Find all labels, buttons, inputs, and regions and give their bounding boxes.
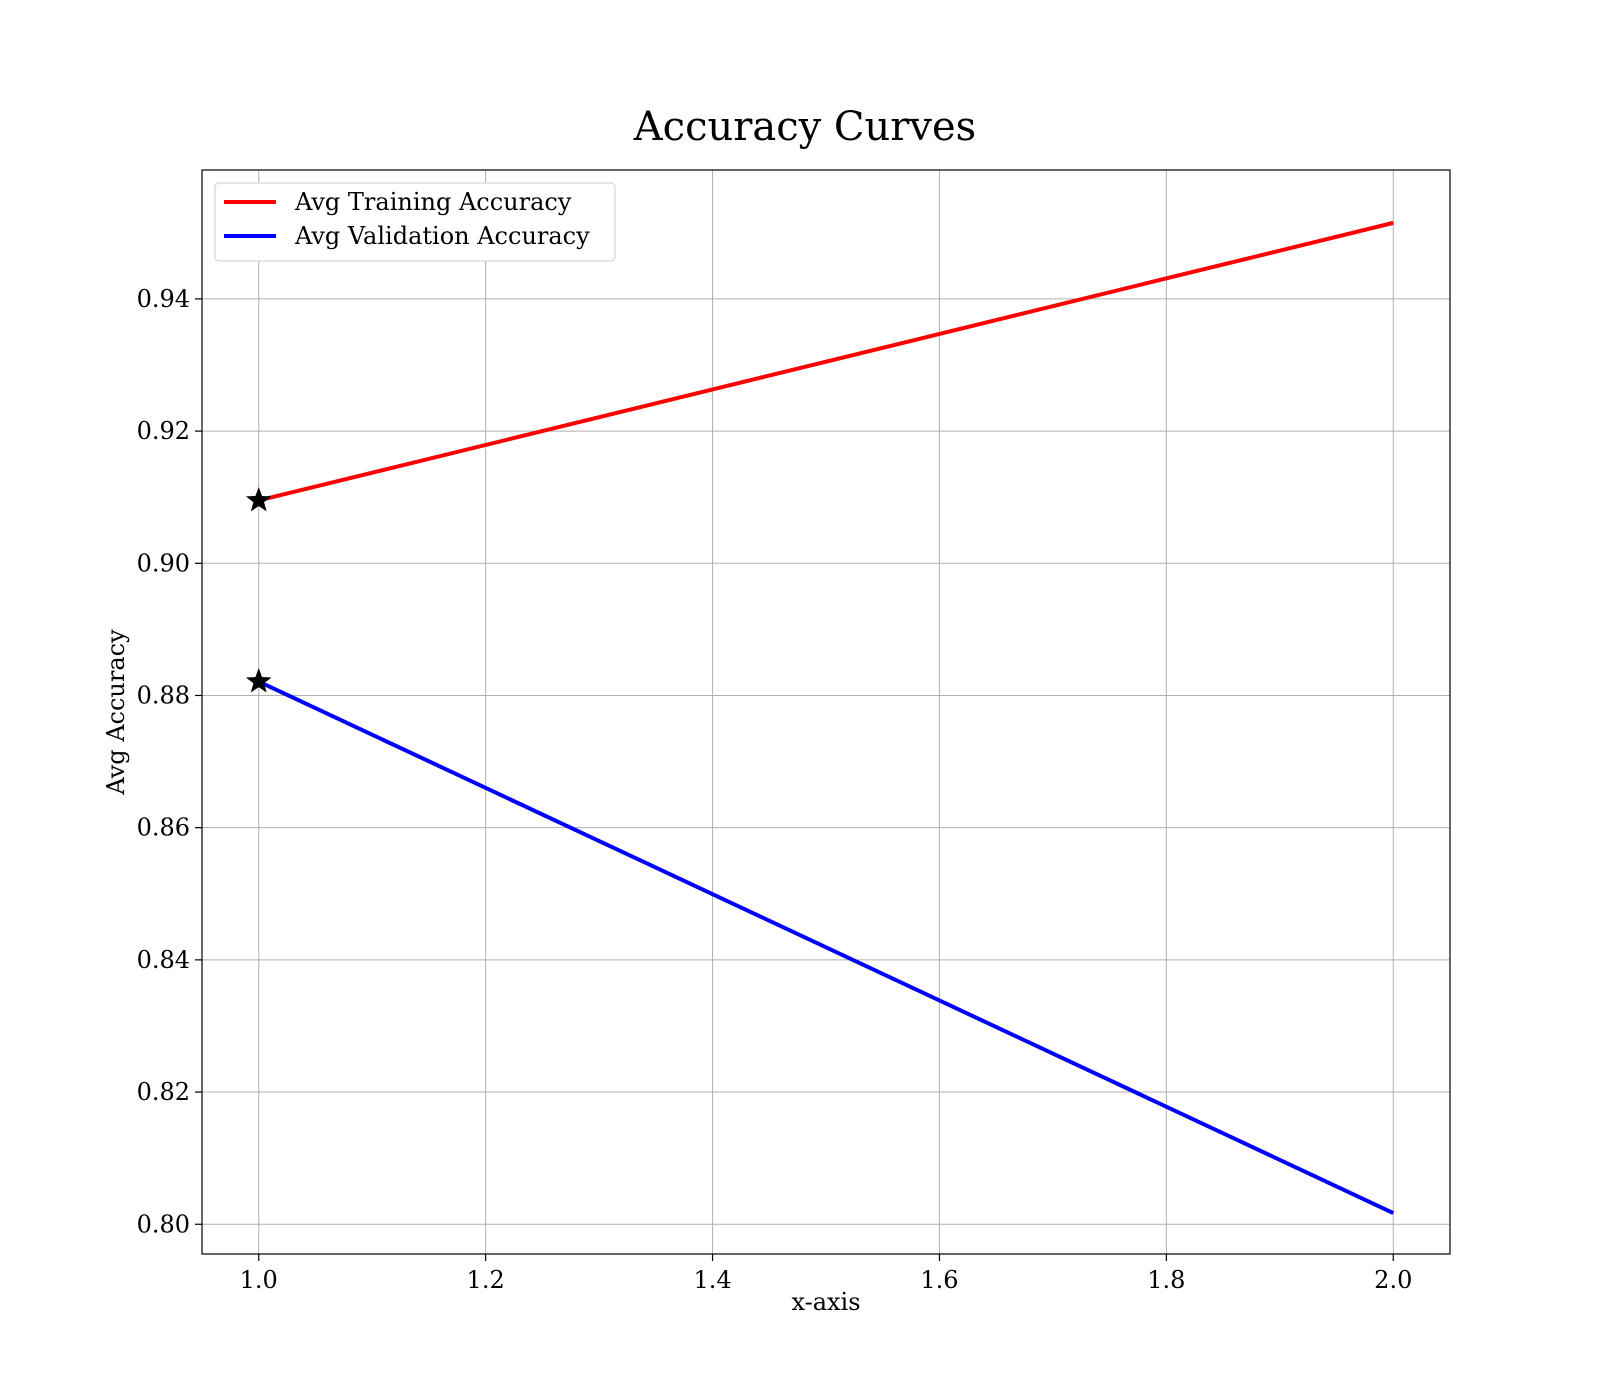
x-tick-label: 1.2 xyxy=(467,1266,505,1294)
x-tick-label: 1.8 xyxy=(1147,1266,1185,1294)
x-tick-label: 2.0 xyxy=(1374,1266,1412,1294)
series-line-2 xyxy=(257,679,1395,1215)
y-tick-label: 0.80 xyxy=(137,1210,190,1238)
y-tick-label: 0.84 xyxy=(137,946,190,974)
y-tick-label: 0.82 xyxy=(137,1078,190,1106)
y-tick-label: 0.86 xyxy=(137,814,190,842)
y-axis-ticks: 0.80 0.82 0.84 0.86 0.88 0.90 0.92 0.94 xyxy=(137,285,202,1238)
best-point-star-marker xyxy=(245,487,272,512)
y-tick-label: 0.94 xyxy=(137,285,190,313)
plot-area-frame xyxy=(201,169,1451,1255)
legend-box xyxy=(214,182,616,262)
grid xyxy=(202,170,1450,1254)
y-tick-label: 0.92 xyxy=(137,417,190,445)
marker-layer xyxy=(245,487,272,693)
x-tick-label: 1.0 xyxy=(240,1266,278,1294)
best-point-star-marker xyxy=(245,668,272,693)
series-layer xyxy=(257,220,1395,1215)
x-tick-label: 1.6 xyxy=(920,1266,958,1294)
x-tick-label: 1.4 xyxy=(693,1266,731,1294)
y-tick-label: 0.88 xyxy=(137,681,190,709)
x-axis-ticks: 1.0 1.2 1.4 1.6 1.8 2.0 xyxy=(240,1254,1412,1294)
x-axis-label: x-axis xyxy=(791,1288,860,1316)
y-tick-label: 0.90 xyxy=(137,549,190,577)
chart-title: Accuracy Curves xyxy=(633,104,976,150)
legend-label: Avg Validation Accuracy xyxy=(294,222,590,250)
legend: Avg Training Accuracy Avg Validation Accu… xyxy=(214,182,616,262)
legend-label: Avg Training Accuracy xyxy=(294,188,572,216)
series-line-1 xyxy=(258,220,1394,503)
y-axis-label: Avg Accuracy xyxy=(102,629,130,796)
